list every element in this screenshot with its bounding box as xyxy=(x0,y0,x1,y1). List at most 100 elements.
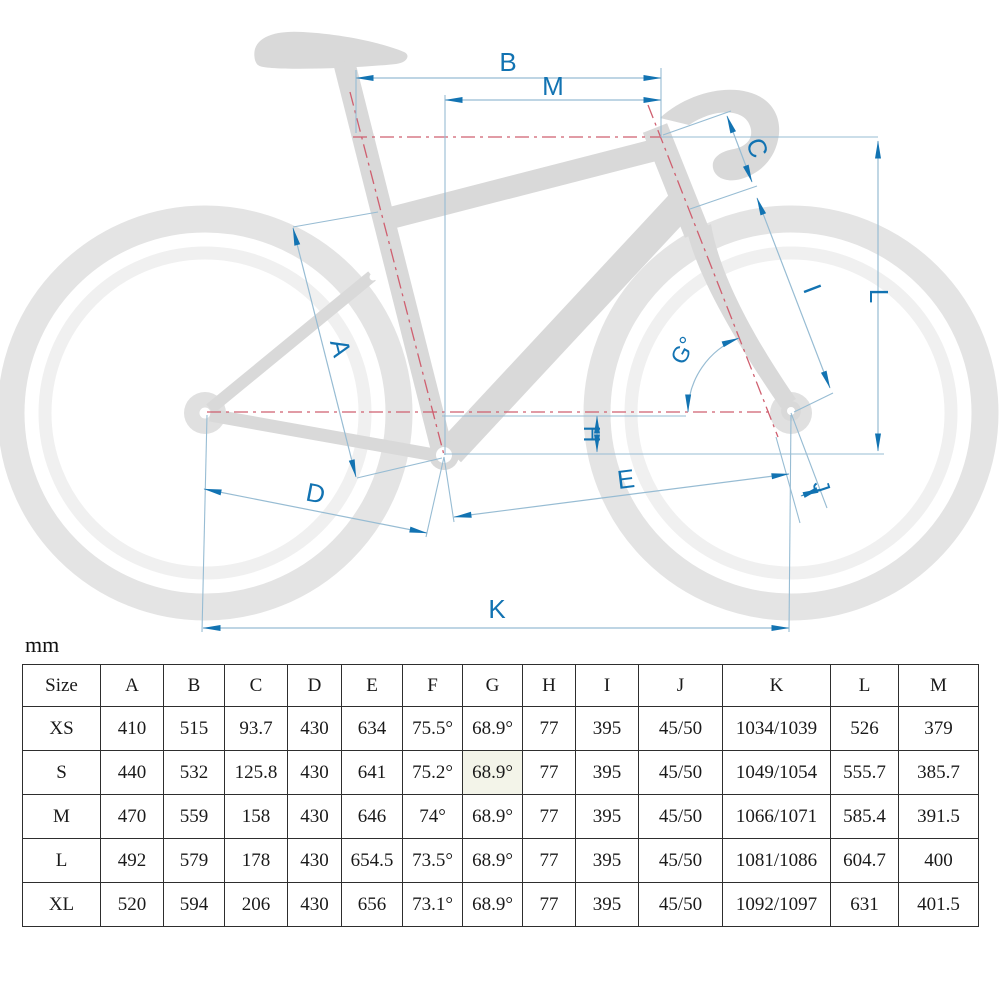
value-cell: 492 xyxy=(100,838,164,883)
value-cell hl: 68.9° xyxy=(462,750,523,795)
value-cell: 45/50 xyxy=(638,882,723,927)
dimension-lines xyxy=(202,75,881,631)
saddle xyxy=(254,31,408,69)
value-cell: 379 xyxy=(898,706,979,751)
col-header-m: M xyxy=(898,664,979,707)
dim-label-d: D xyxy=(304,477,328,510)
value-cell: 45/50 xyxy=(638,706,723,751)
dim-C xyxy=(726,115,753,183)
value-cell: 395 xyxy=(575,706,639,751)
value-cell: 430 xyxy=(287,882,342,927)
dim-A xyxy=(292,227,357,478)
seat-cluster-hole xyxy=(369,273,377,281)
value-cell: 559 xyxy=(163,794,225,839)
table-row-s: S 440 532 125.8 430 641 75.2° 68.9° 77 3… xyxy=(22,750,979,795)
value-cell: 532 xyxy=(163,750,225,795)
value-cell: 77 xyxy=(522,794,576,839)
col-header-h: H xyxy=(522,664,576,707)
value-cell: 74° xyxy=(402,794,463,839)
size-cell: S xyxy=(22,750,101,795)
value-cell: 77 xyxy=(522,838,576,883)
value-cell: 1092/1097 xyxy=(722,882,831,927)
geometry-diagram-svg: B M C I L G° H A D E J K xyxy=(0,31,999,633)
col-header-f: F xyxy=(402,664,463,707)
value-cell: 656 xyxy=(341,882,403,927)
value-cell: 45/50 xyxy=(638,838,723,883)
steering-axis xyxy=(647,104,779,438)
table-row-xs: XS 410 515 93.7 430 634 75.5° 68.9° 77 3… xyxy=(22,706,979,751)
dim-J xyxy=(800,487,821,498)
value-cell: 395 xyxy=(575,794,639,839)
unit-label: mm xyxy=(25,632,60,657)
value-cell: 77 xyxy=(522,706,576,751)
dim-label-l: L xyxy=(864,289,894,303)
value-cell: 440 xyxy=(100,750,164,795)
value-cell: 400 xyxy=(898,838,979,883)
value-cell: 395 xyxy=(575,882,639,927)
value-cell: 526 xyxy=(830,706,899,751)
size-cell: XL xyxy=(22,882,101,927)
value-cell: 68.9° xyxy=(462,838,523,883)
frame-silhouette xyxy=(206,31,801,470)
value-cell: 77 xyxy=(522,750,576,795)
value-cell: 75.2° xyxy=(402,750,463,795)
value-cell: 93.7 xyxy=(224,706,288,751)
value-cell: 401.5 xyxy=(898,882,979,927)
dim-label-e: E xyxy=(615,463,636,495)
size-cell: M xyxy=(22,794,101,839)
value-cell: 1049/1054 xyxy=(722,750,831,795)
value-cell: 75.5° xyxy=(402,706,463,751)
value-cell: 45/50 xyxy=(638,794,723,839)
value-cell: 430 xyxy=(287,706,342,751)
col-header-g: G xyxy=(462,664,523,707)
col-header-a: A xyxy=(100,664,164,707)
dim-D xyxy=(203,488,428,534)
dim-G-arc xyxy=(685,337,740,413)
value-cell: 77 xyxy=(522,882,576,927)
value-cell: 68.9° xyxy=(462,794,523,839)
value-cell: 385.7 xyxy=(898,750,979,795)
value-cell: 520 xyxy=(100,882,164,927)
value-cell: 430 xyxy=(287,750,342,795)
dim-label-b: B xyxy=(499,47,516,77)
value-cell: 641 xyxy=(341,750,403,795)
dim-label-k: K xyxy=(488,594,506,624)
col-header-b: B xyxy=(163,664,225,707)
value-cell: 206 xyxy=(224,882,288,927)
col-header-k: K xyxy=(722,664,831,707)
value-cell: 430 xyxy=(287,794,342,839)
extension-lines xyxy=(201,68,884,633)
steering-axis-extension xyxy=(775,436,801,524)
value-cell: 585.4 xyxy=(830,794,899,839)
value-cell: 604.7 xyxy=(830,838,899,883)
header-row: Size A B C D E F G H I J K L M xyxy=(22,664,979,707)
col-header-e: E xyxy=(341,664,403,707)
axle-offset-line xyxy=(790,412,828,509)
value-cell: 68.9° xyxy=(462,706,523,751)
value-cell: 178 xyxy=(224,838,288,883)
value-cell: 1081/1086 xyxy=(722,838,831,883)
dim-label-g: G° xyxy=(665,332,701,368)
dim-label-i: I xyxy=(797,280,828,298)
value-cell: 45/50 xyxy=(638,750,723,795)
geometry-diagram: B M C I L G° H A D E J K xyxy=(0,31,999,633)
value-cell: 1066/1071 xyxy=(722,794,831,839)
down-tube xyxy=(439,194,691,463)
value-cell: 410 xyxy=(100,706,164,751)
value-cell: 634 xyxy=(341,706,403,751)
value-cell: 158 xyxy=(224,794,288,839)
value-cell: 73.1° xyxy=(402,882,463,927)
value-cell: 68.9° xyxy=(462,882,523,927)
dim-I xyxy=(756,197,831,389)
dim-E xyxy=(453,473,790,518)
table-row-l: L 492 579 178 430 654.5 73.5° 68.9° 77 3… xyxy=(22,838,979,883)
size-cell: XS xyxy=(22,706,101,751)
table-row-m: M 470 559 158 430 646 74° 68.9° 77 395 4… xyxy=(22,794,979,839)
value-cell: 395 xyxy=(575,838,639,883)
col-header-l: L xyxy=(830,664,899,707)
value-cell: 594 xyxy=(163,882,225,927)
value-cell: 73.5° xyxy=(402,838,463,883)
col-header-d: D xyxy=(287,664,342,707)
top-tube xyxy=(372,139,658,233)
